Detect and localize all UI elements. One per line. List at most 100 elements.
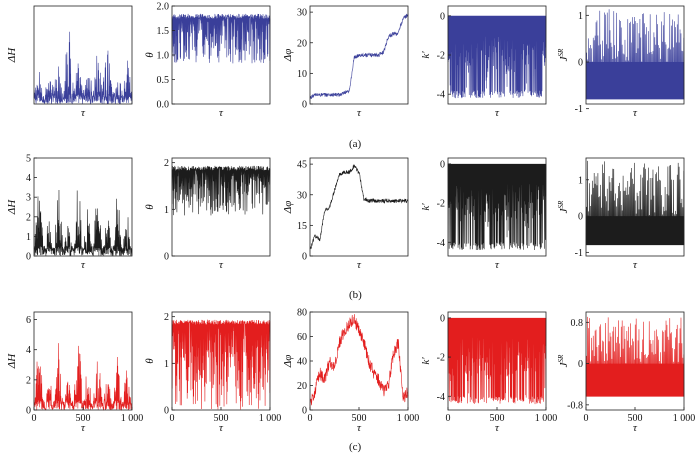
y-axis-label-text: JSR	[557, 354, 570, 367]
y-tick-label: 0	[440, 313, 445, 324]
y-axis-label: Δφ	[282, 201, 294, 215]
y-axis-label-text: θ	[144, 358, 156, 364]
y-tick-label: 4	[26, 345, 31, 356]
y-tick-label: 1	[578, 11, 583, 22]
y-tick-label: -4	[437, 238, 445, 249]
chart-panel-b-4: 1 0 -1 τ JSR	[557, 157, 685, 271]
y-tick-label: 45	[297, 160, 307, 171]
series-line	[585, 160, 685, 246]
y-axis-label-text: Δφ	[282, 355, 294, 369]
y-tick-label: 30	[297, 8, 307, 19]
x-tick-label: 1 000	[535, 413, 558, 424]
y-tick-label: 0	[302, 406, 307, 417]
series-line	[309, 314, 409, 410]
y-tick-label: -4	[437, 90, 445, 101]
y-axis-label: JSR	[557, 354, 570, 367]
chart-panel-b-0: 0 1 2 3 4 5 τ ΔH	[6, 154, 133, 271]
plot-frame	[309, 157, 409, 257]
y-axis-label: θ	[144, 358, 156, 364]
y-tick-label: 1	[164, 205, 169, 216]
plot-frame	[33, 157, 133, 257]
y-tick-label: 2	[164, 312, 169, 323]
y-tick-label: -2	[437, 353, 445, 364]
y-tick-label: 0.5	[157, 75, 170, 86]
y-tick-label: 0.0	[157, 100, 170, 111]
y-axis-label: θ	[144, 52, 156, 58]
plot-frame	[447, 157, 547, 257]
y-axis-label-text: k′	[420, 203, 432, 211]
y-tick-label: 0	[302, 100, 307, 111]
y-axis-label: ΔH	[6, 47, 18, 63]
y-axis-label-text: θ	[144, 204, 156, 210]
x-tick-label: 1 000	[121, 413, 144, 424]
y-axis-label: k′	[420, 51, 432, 59]
y-tick-label: 0	[578, 359, 583, 370]
y-axis-label-text: Δφ	[282, 49, 294, 63]
y-axis-label: k′	[420, 203, 432, 211]
series-line	[33, 343, 133, 411]
y-tick-label: 2.0	[157, 2, 170, 13]
chart-panel-a-2: 0 10 20 30 τ Δφ	[282, 5, 409, 119]
y-tick-label: 3	[26, 193, 31, 204]
y-axis-label-text: Δφ	[282, 201, 294, 215]
chart-panel-c-2: 0 20 40 60 80 0 500 1 000 τ Δφ	[282, 308, 419, 435]
chart-panel-a-3: 0 -2 -4 τ k′	[420, 5, 547, 119]
series-line	[171, 165, 271, 216]
plot-frame	[585, 157, 685, 257]
x-tick-label: 0	[584, 413, 589, 424]
x-axis-label: τ	[81, 107, 86, 119]
x-axis-label: τ	[357, 107, 362, 119]
y-tick-label: 10	[297, 69, 307, 80]
y-tick-label: 80	[297, 308, 307, 319]
y-axis-label-text: ΔH	[6, 199, 18, 215]
chart-panel-a-0: τ ΔH	[6, 5, 133, 119]
plot-frame	[33, 5, 133, 105]
y-axis-label-text: k′	[420, 357, 432, 365]
chart-panel-c-1: 0 1 2 0 500 1 000 τ θ	[144, 311, 282, 434]
x-axis-label: τ	[495, 259, 500, 271]
y-axis-label: Δφ	[282, 49, 294, 63]
y-tick-label: 1.5	[157, 26, 170, 37]
y-axis-label: JSR	[557, 200, 570, 213]
y-tick-label: 5	[26, 154, 31, 165]
series-line	[33, 31, 133, 105]
series-line	[585, 316, 685, 397]
caption-a: (a)	[349, 138, 362, 150]
x-tick-label: 0	[308, 413, 313, 424]
y-tick-label: 4	[26, 173, 31, 184]
x-axis-label: τ	[633, 259, 638, 271]
x-axis-label: τ	[357, 259, 362, 271]
x-axis-label: τ	[81, 422, 86, 434]
y-tick-label: -4	[437, 392, 445, 403]
y-axis-label-text: JSR	[557, 48, 570, 61]
y-tick-label: 1	[26, 232, 31, 243]
chart-panel-b-2: 0 15 30 45 τ Δφ	[282, 157, 409, 271]
x-tick-label: 0	[446, 413, 451, 424]
x-tick-label: 500	[352, 413, 367, 424]
chart-panel-a-1: 0.0 0.5 1.0 1.5 2.0 τ θ	[144, 2, 271, 119]
x-axis-label: τ	[633, 107, 638, 119]
y-tick-label: 0	[302, 252, 307, 263]
series-line	[33, 189, 133, 256]
y-axis-label: ΔH	[6, 199, 18, 215]
y-tick-label: -2	[437, 199, 445, 210]
x-tick-label: 1 000	[259, 413, 282, 424]
x-axis-label: τ	[357, 422, 362, 434]
y-tick-label: 15	[297, 221, 307, 232]
y-axis-label-text: JSR	[557, 200, 570, 213]
x-axis-label: τ	[219, 107, 224, 119]
chart-panel-b-3: 0 -2 -4 τ k′	[420, 157, 547, 271]
y-tick-label: 0	[164, 406, 169, 417]
y-tick-label: 2	[164, 158, 169, 169]
y-tick-label: 0	[578, 212, 583, 223]
y-tick-label: 0	[578, 58, 583, 69]
series-line	[309, 13, 409, 99]
series-line	[585, 9, 685, 100]
y-tick-label: 2	[26, 212, 31, 223]
chart-panel-b-1: 0 1 2 τ θ	[144, 157, 271, 271]
plot-frame	[309, 5, 409, 105]
y-tick-label: 30	[297, 190, 307, 201]
y-axis-label: θ	[144, 204, 156, 210]
series-line	[447, 317, 547, 405]
